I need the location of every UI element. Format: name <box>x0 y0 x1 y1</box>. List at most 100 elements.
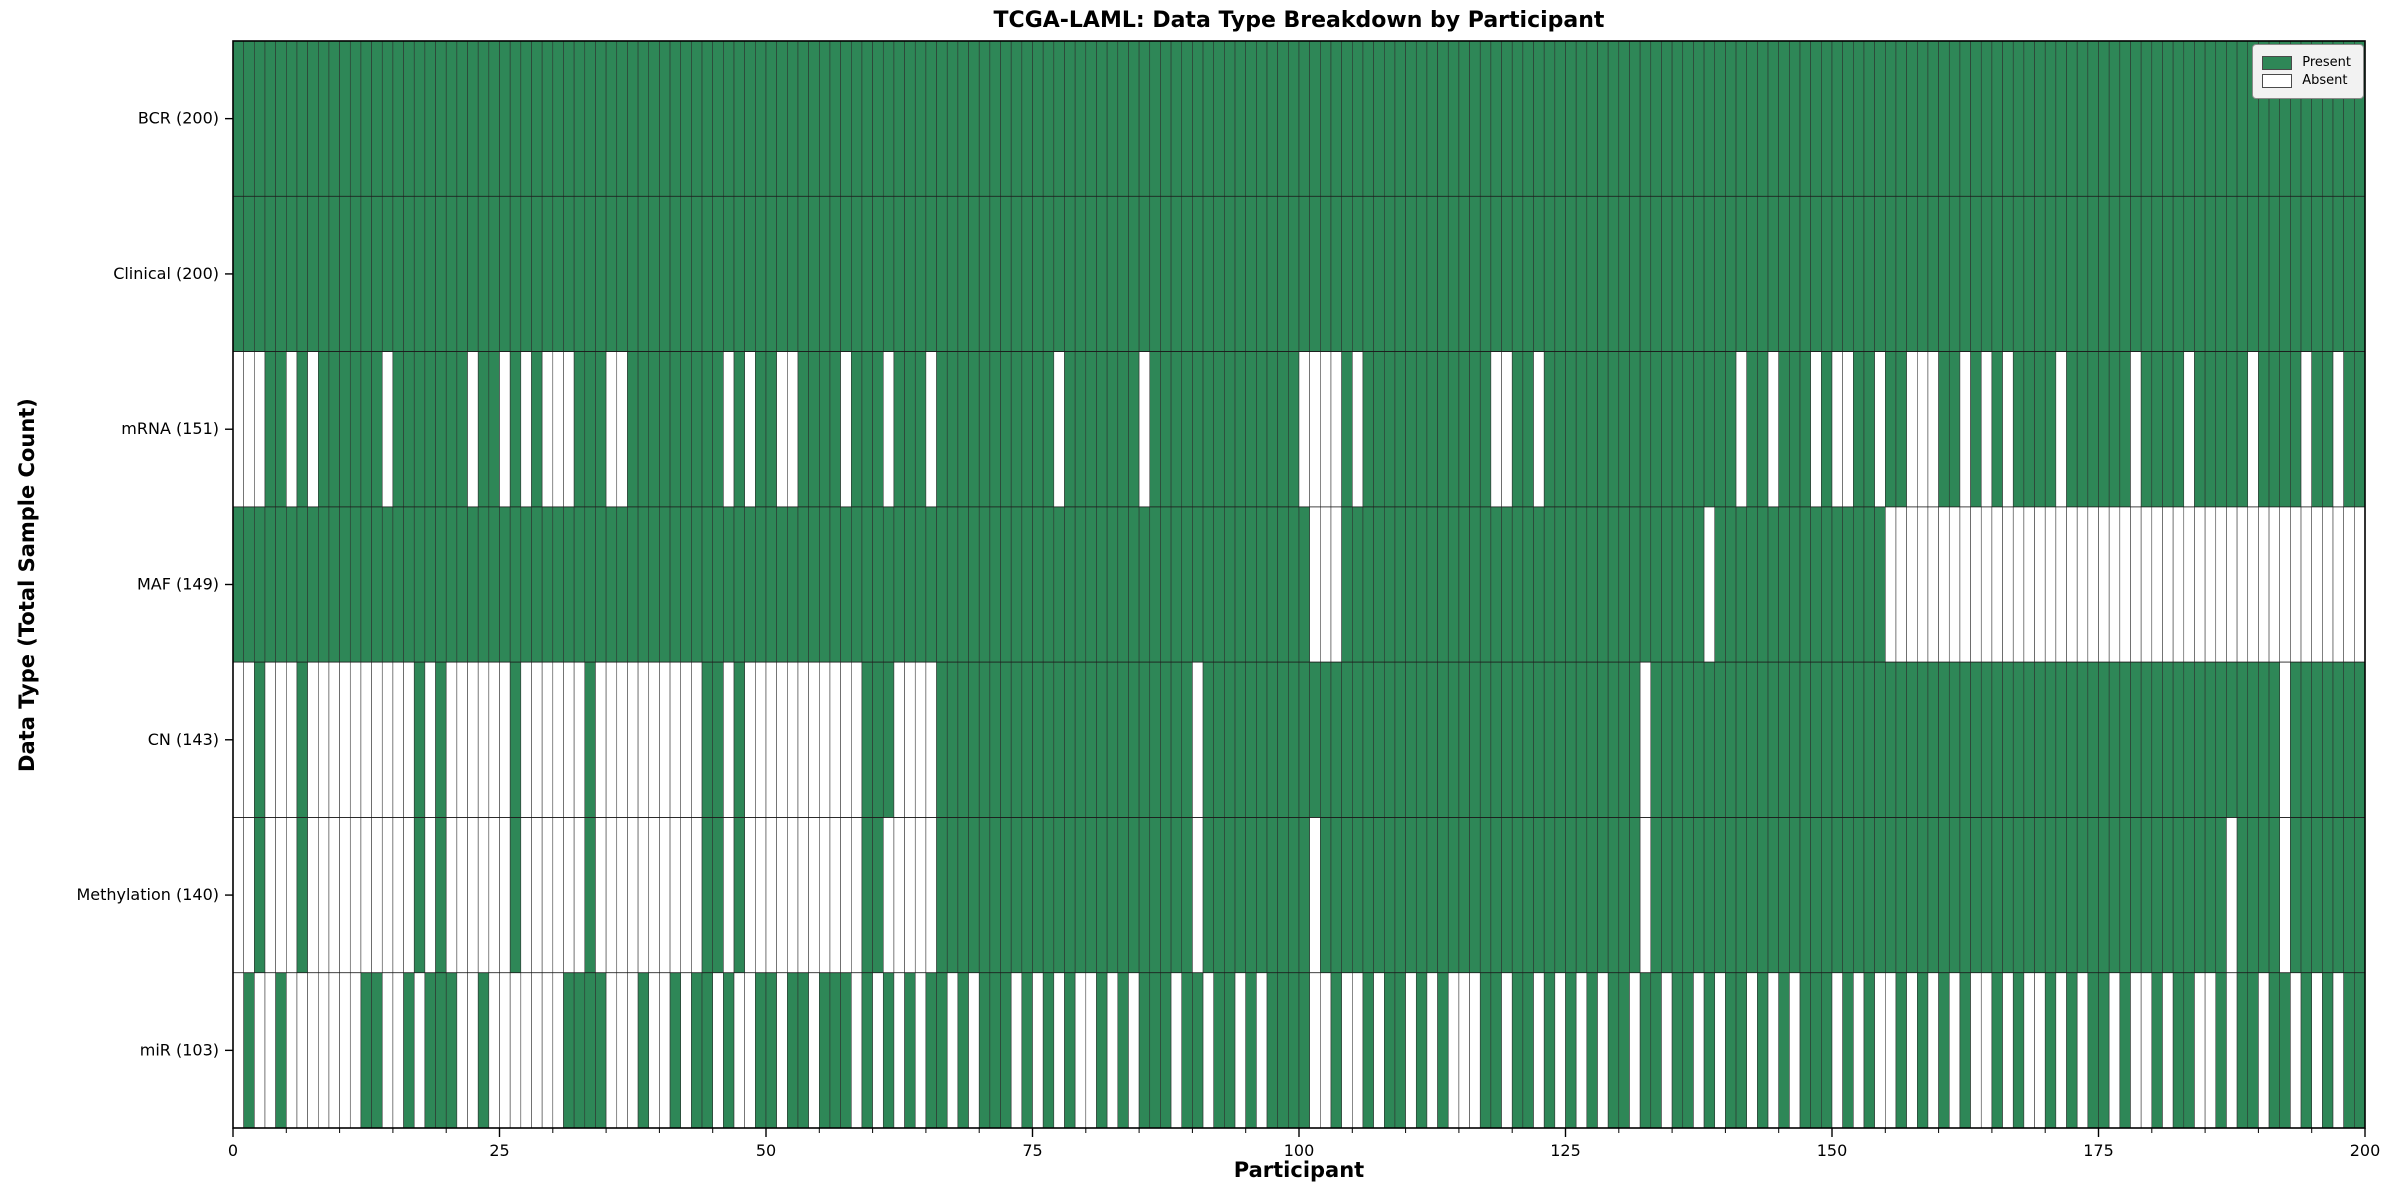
heatmap-cell <box>499 972 511 1129</box>
heatmap-cell <box>1842 972 1854 1129</box>
heatmap-cell <box>1853 661 1865 818</box>
heatmap-cell <box>424 40 436 197</box>
heatmap-cell <box>797 351 809 508</box>
heatmap-cell <box>1384 351 1396 508</box>
heatmap-cell <box>1341 661 1353 818</box>
heatmap-cell <box>1639 506 1652 663</box>
heatmap-cell <box>1767 506 1779 663</box>
heatmap-cell <box>435 351 447 508</box>
heatmap-cell <box>851 661 863 818</box>
heatmap-cell <box>989 817 1001 973</box>
heatmap-cell <box>2108 196 2121 352</box>
heatmap-cell <box>1906 817 1918 973</box>
heatmap-cell <box>1288 40 1300 197</box>
heatmap-cell <box>1181 972 1193 1129</box>
heatmap-cell <box>1980 817 1993 973</box>
heatmap-cell <box>2311 972 2323 1129</box>
heatmap-cell <box>1277 972 1289 1129</box>
heatmap-cell <box>1074 661 1087 818</box>
heatmap-cell <box>563 40 575 197</box>
heatmap-cell <box>1149 661 1161 818</box>
heatmap-cell <box>946 661 959 818</box>
heatmap-cell <box>1927 196 1939 352</box>
heatmap-cell <box>1703 196 1716 352</box>
heatmap-cell <box>1725 506 1737 663</box>
heatmap-cell <box>1799 196 1811 352</box>
heatmap-cell <box>808 817 820 973</box>
heatmap-cell <box>1735 661 1747 818</box>
heatmap-cell <box>701 40 713 197</box>
heatmap-cell <box>1458 972 1470 1129</box>
heatmap-cell <box>381 506 394 663</box>
heatmap-cell <box>1394 506 1406 663</box>
heatmap-cell <box>1213 196 1225 352</box>
heatmap-cell <box>1234 972 1246 1129</box>
heatmap-cell <box>1895 40 1907 197</box>
heatmap-cell <box>978 196 991 352</box>
heatmap-cell <box>2204 817 2217 973</box>
heatmap-cell <box>1288 817 1300 973</box>
heatmap-cell <box>1735 351 1747 508</box>
heatmap-cell <box>2055 817 2067 973</box>
heatmap-cell <box>1437 40 1449 197</box>
heatmap-cell <box>1575 972 1588 1129</box>
y-tick-label: MAF (149) <box>137 575 219 594</box>
heatmap-cell <box>1874 817 1886 973</box>
heatmap-cell <box>2226 972 2238 1129</box>
heatmap-cell <box>541 661 554 818</box>
heatmap-cell <box>286 40 298 197</box>
heatmap-cell <box>509 196 522 352</box>
heatmap-cell <box>968 351 980 508</box>
heatmap-cell <box>1064 817 1076 973</box>
heatmap-cell <box>371 40 383 197</box>
heatmap-cell <box>595 506 607 663</box>
heatmap-cell <box>1042 40 1055 197</box>
heatmap-cell <box>1703 817 1716 973</box>
heatmap-cell <box>1298 506 1310 663</box>
heatmap-cell <box>1373 351 1385 508</box>
heatmap-cell <box>2258 817 2270 973</box>
heatmap-cell <box>1405 661 1417 818</box>
heatmap-cell <box>936 506 948 663</box>
heatmap-cell <box>1927 661 1939 818</box>
heatmap-cell <box>371 196 383 352</box>
heatmap-cell <box>1298 661 1310 818</box>
heatmap-cell <box>2066 506 2078 663</box>
heatmap-cell <box>2332 817 2344 973</box>
heatmap-cell <box>1479 817 1492 973</box>
heatmap-cell <box>925 196 937 352</box>
heatmap-cell <box>275 972 287 1129</box>
heatmap-cell <box>733 40 745 197</box>
heatmap-cell <box>2151 351 2163 508</box>
heatmap-cell <box>2236 40 2249 197</box>
heatmap-cell <box>477 661 490 818</box>
heatmap-cell <box>1085 972 1097 1129</box>
heatmap-cell <box>584 196 596 352</box>
heatmap-cell <box>627 661 639 818</box>
heatmap-cell <box>1703 661 1716 818</box>
heatmap-cell <box>307 196 319 352</box>
heatmap-cell <box>1618 506 1630 663</box>
heatmap-cell <box>1821 972 1833 1129</box>
heatmap-cell <box>392 40 404 197</box>
heatmap-cell <box>680 196 692 352</box>
heatmap-cell <box>744 817 756 973</box>
heatmap-cell <box>477 506 490 663</box>
heatmap-cell <box>477 817 490 973</box>
heatmap-cell <box>808 196 820 352</box>
heatmap-cell <box>1789 661 1801 818</box>
heatmap-cell <box>1010 506 1023 663</box>
heatmap-cell <box>733 972 745 1129</box>
heatmap-cell <box>1757 351 1769 508</box>
heatmap-cell <box>2012 972 2025 1129</box>
heatmap-cell <box>1096 972 1108 1129</box>
heatmap-cell <box>2343 196 2355 352</box>
heatmap-cell <box>307 351 319 508</box>
heatmap-cell <box>1320 351 1332 508</box>
heatmap-cell <box>435 661 447 818</box>
heatmap-cell <box>2108 972 2121 1129</box>
heatmap-cell <box>1980 196 1993 352</box>
heatmap-cell <box>776 40 788 197</box>
heatmap-cell <box>861 817 873 973</box>
heatmap-cell <box>989 506 1001 663</box>
